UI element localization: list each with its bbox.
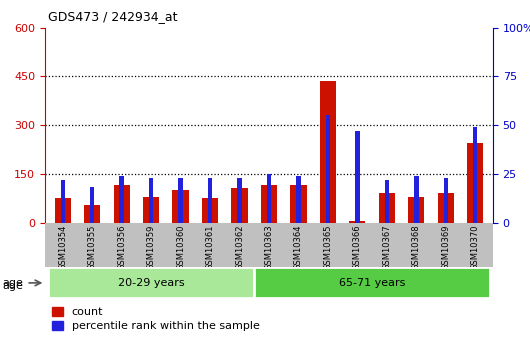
- Bar: [172, 190, 189, 223]
- Text: GSM10364: GSM10364: [294, 225, 303, 270]
- Bar: [261, 185, 277, 223]
- Bar: [90, 187, 94, 223]
- Text: GSM10361: GSM10361: [206, 225, 215, 270]
- Bar: [349, 221, 366, 223]
- Bar: [60, 180, 65, 223]
- Bar: [237, 178, 242, 223]
- Bar: [414, 176, 419, 223]
- Bar: [254, 267, 490, 298]
- Bar: [320, 81, 336, 223]
- Bar: [179, 178, 183, 223]
- Bar: [355, 131, 359, 223]
- Bar: [202, 198, 218, 223]
- Bar: [55, 198, 71, 223]
- Text: GSM10370: GSM10370: [471, 225, 480, 270]
- Text: GSM10365: GSM10365: [323, 225, 332, 270]
- Bar: [473, 127, 478, 223]
- Text: GSM10354: GSM10354: [58, 225, 67, 270]
- Text: 65-71 years: 65-71 years: [339, 278, 405, 288]
- Bar: [379, 193, 395, 223]
- Bar: [326, 115, 330, 223]
- Bar: [438, 193, 454, 223]
- Text: GSM10367: GSM10367: [382, 225, 391, 270]
- Text: GSM10362: GSM10362: [235, 225, 244, 270]
- Text: GSM10363: GSM10363: [264, 225, 273, 270]
- Text: GSM10368: GSM10368: [412, 225, 421, 270]
- Bar: [444, 178, 448, 223]
- Text: GSM10356: GSM10356: [117, 225, 126, 270]
- Bar: [385, 180, 389, 223]
- Text: GSM10366: GSM10366: [353, 225, 362, 270]
- Bar: [149, 178, 153, 223]
- Text: GDS473 / 242934_at: GDS473 / 242934_at: [48, 10, 177, 23]
- Bar: [408, 197, 425, 223]
- Text: age: age: [3, 281, 23, 290]
- Bar: [267, 174, 271, 223]
- Bar: [48, 267, 254, 298]
- Text: 20-29 years: 20-29 years: [118, 278, 184, 288]
- Bar: [208, 178, 212, 223]
- Bar: [84, 205, 100, 223]
- Bar: [290, 185, 306, 223]
- Text: GSM10355: GSM10355: [87, 225, 96, 270]
- Bar: [113, 185, 130, 223]
- Bar: [143, 197, 159, 223]
- Bar: [467, 143, 483, 223]
- Text: GSM10359: GSM10359: [147, 225, 156, 270]
- Text: GSM10369: GSM10369: [441, 225, 450, 270]
- Legend: count, percentile rank within the sample: count, percentile rank within the sample: [50, 306, 261, 332]
- Bar: [119, 176, 124, 223]
- Bar: [232, 188, 248, 223]
- Bar: [296, 176, 301, 223]
- Text: GSM10360: GSM10360: [176, 225, 185, 270]
- Text: age: age: [2, 278, 23, 288]
